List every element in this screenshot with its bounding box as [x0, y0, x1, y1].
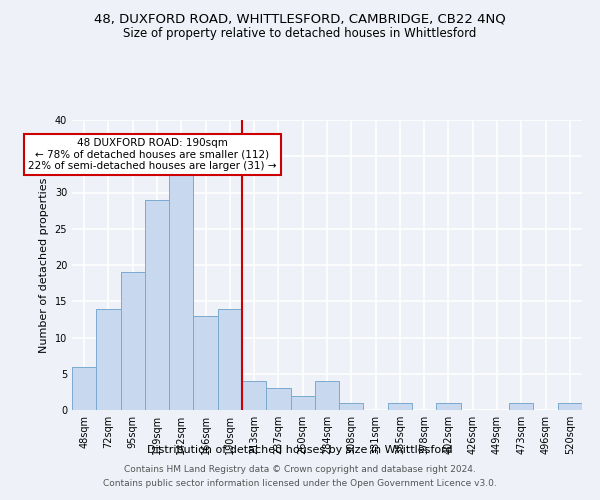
- Bar: [558, 403, 582, 410]
- Text: Distribution of detached houses by size in Whittlesford: Distribution of detached houses by size …: [147, 445, 453, 455]
- Bar: [290, 396, 315, 410]
- Text: Contains HM Land Registry data © Crown copyright and database right 2024.
Contai: Contains HM Land Registry data © Crown c…: [103, 466, 497, 487]
- Bar: [266, 388, 290, 410]
- Text: 48 DUXFORD ROAD: 190sqm
← 78% of detached houses are smaller (112)
22% of semi-d: 48 DUXFORD ROAD: 190sqm ← 78% of detache…: [28, 138, 277, 172]
- Bar: [509, 403, 533, 410]
- Bar: [339, 403, 364, 410]
- Bar: [315, 381, 339, 410]
- Bar: [436, 403, 461, 410]
- Bar: [218, 308, 242, 410]
- Bar: [193, 316, 218, 410]
- Bar: [169, 171, 193, 410]
- Bar: [388, 403, 412, 410]
- Bar: [242, 381, 266, 410]
- Text: Size of property relative to detached houses in Whittlesford: Size of property relative to detached ho…: [124, 28, 476, 40]
- Bar: [72, 366, 96, 410]
- Bar: [121, 272, 145, 410]
- Bar: [145, 200, 169, 410]
- Text: 48, DUXFORD ROAD, WHITTLESFORD, CAMBRIDGE, CB22 4NQ: 48, DUXFORD ROAD, WHITTLESFORD, CAMBRIDG…: [94, 12, 506, 26]
- Bar: [96, 308, 121, 410]
- Y-axis label: Number of detached properties: Number of detached properties: [39, 178, 49, 352]
